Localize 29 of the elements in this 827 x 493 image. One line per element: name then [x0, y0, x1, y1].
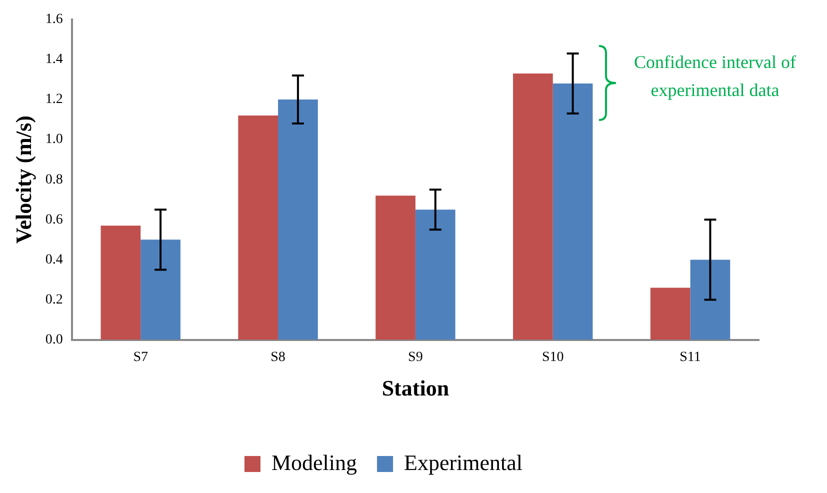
y-tick-label: 0.8 [45, 172, 63, 188]
bar [415, 210, 456, 340]
x-tick-label: S11 [680, 350, 701, 365]
y-axis-title: Velocity (m/s) [10, 116, 36, 244]
bar [140, 240, 180, 340]
bar [552, 83, 593, 340]
x-axis-title: Station [382, 375, 450, 400]
bar [278, 100, 318, 340]
bar [650, 288, 690, 340]
x-tick-label: S8 [270, 350, 286, 365]
bar [513, 73, 553, 340]
y-tick-label: 1.6 [45, 12, 63, 28]
y-tick-label: 0.4 [45, 252, 63, 268]
bar [376, 196, 416, 340]
x-tick-label: S9 [408, 350, 423, 365]
y-tick-label: 1.0 [45, 132, 63, 148]
y-tick-label: 0.2 [45, 292, 63, 308]
y-tick-label: 1.2 [45, 92, 63, 108]
x-tick-label: S10 [542, 350, 564, 365]
bar [100, 226, 141, 340]
x-tick-label: S7 [133, 350, 148, 365]
legend-label: Experimental [404, 450, 523, 475]
legend-label: Modeling [271, 450, 358, 475]
bar [690, 260, 730, 340]
y-tick-label: 1.4 [45, 52, 63, 68]
y-tick-label: 0.6 [45, 212, 63, 228]
annotation: Confidence interval of experimental data [633, 51, 797, 102]
bar [238, 116, 278, 340]
y-tick-label: 0.0 [45, 332, 63, 348]
